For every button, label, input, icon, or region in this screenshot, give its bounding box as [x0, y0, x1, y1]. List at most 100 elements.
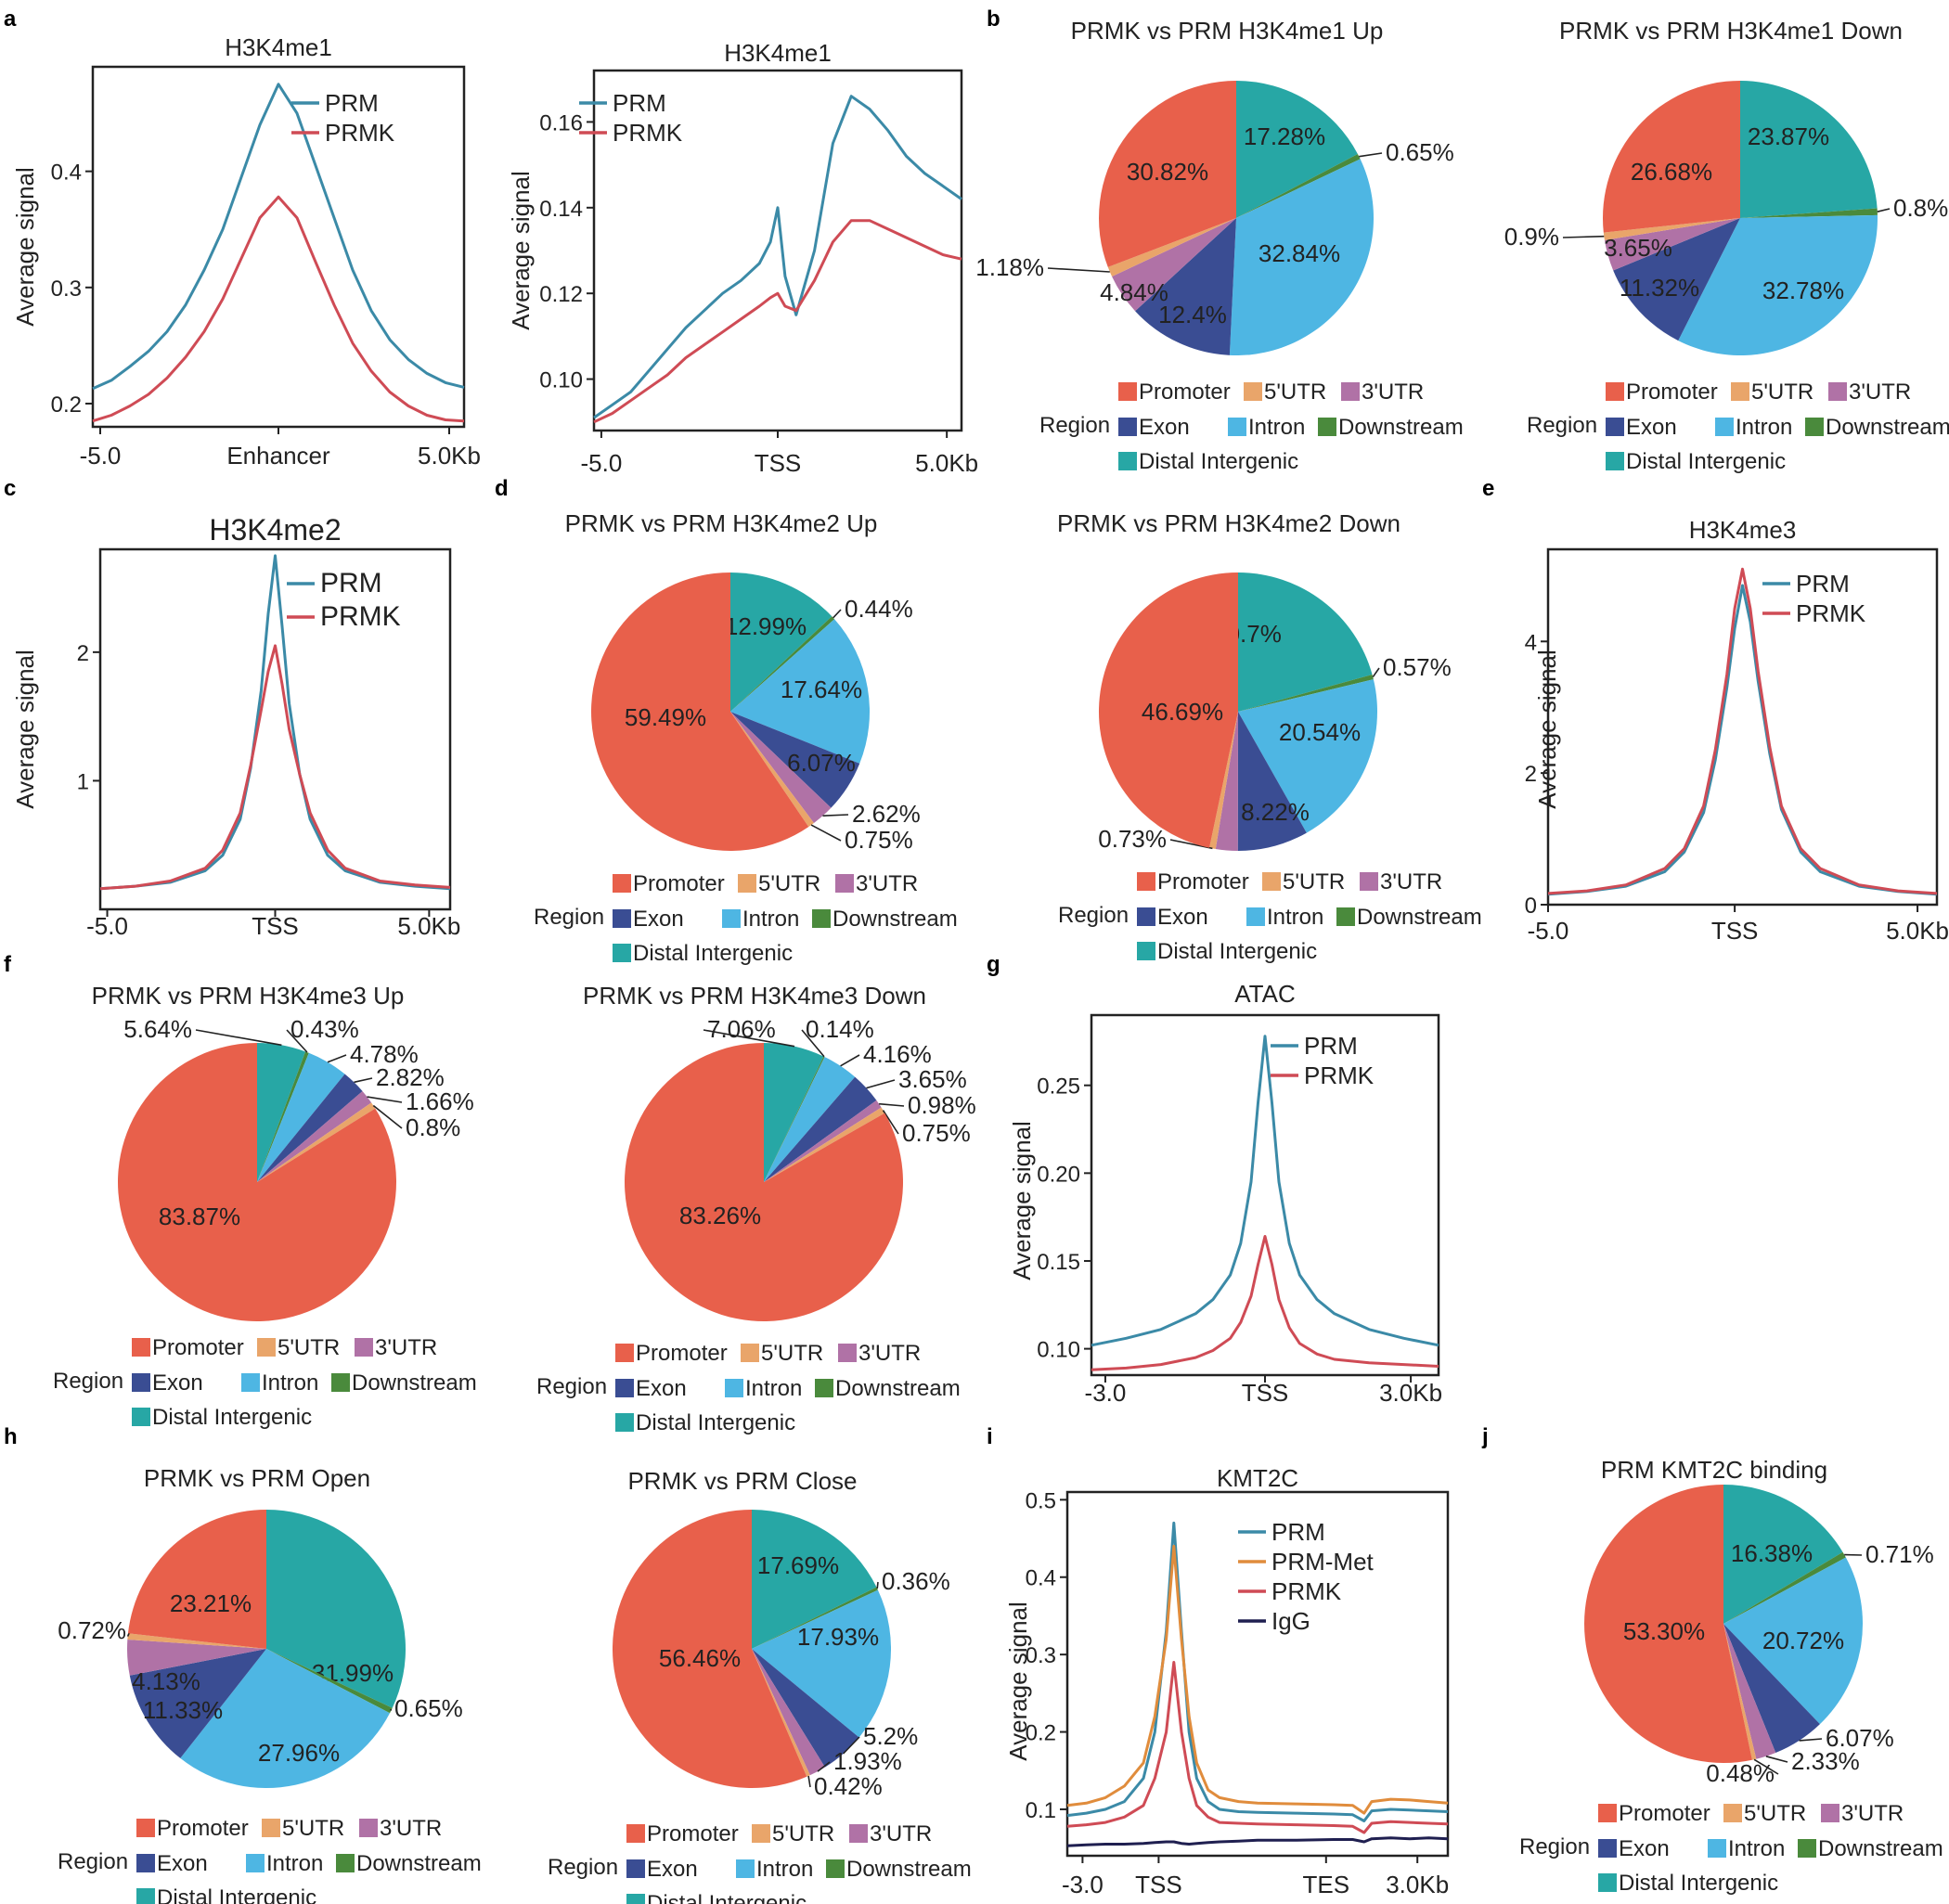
y-tick-label: 0.4 — [1026, 1566, 1056, 1591]
pie-slice-exon — [752, 1649, 859, 1768]
slice-label: 0.57% — [1383, 653, 1452, 681]
legend-title: Region — [1519, 1834, 1590, 1859]
slice-label: 11.33% — [143, 1696, 223, 1724]
y-tick-label: 0.20 — [1037, 1162, 1080, 1187]
slice-label: 0.8% — [406, 1113, 460, 1141]
slice-label: 32.78% — [1762, 277, 1844, 304]
legend-swatch-intron — [1715, 418, 1734, 436]
legend-swatch-distal-intergenic — [136, 1888, 155, 1904]
panel-letter-j: j — [1481, 1424, 1489, 1449]
x-tick-label: 3.0Kb — [1386, 1871, 1449, 1898]
pie-slice-exon — [1135, 218, 1236, 355]
pie-slice-promoter — [625, 1043, 904, 1321]
pie-slice-3-utr — [1723, 1624, 1776, 1759]
legend-label: Exon — [633, 907, 684, 932]
chart-title: H3K4me1 — [724, 39, 832, 67]
legend-title: Region — [58, 1849, 128, 1874]
slice-leader-line — [801, 1029, 825, 1058]
slice-label: 23.21% — [170, 1589, 252, 1617]
legend-label: Intron — [742, 907, 799, 932]
pie-chart-b1: PRMK vs PRM H3K4me1 Up 17.28% 0.65% 32.84% 1… — [975, 17, 1463, 474]
legend-label: Intron — [1736, 415, 1792, 440]
legend-swatch-intron — [725, 1379, 743, 1397]
pie-slice-3-utr — [1215, 712, 1238, 851]
slice-leader-line — [822, 814, 849, 817]
pie-slice-intron — [257, 1052, 345, 1182]
slice-label: 4.13% — [132, 1667, 200, 1695]
legend-swatch-distal-intergenic — [1606, 452, 1624, 470]
slice-label: 2.33% — [1791, 1747, 1860, 1775]
slice-label: 0.9% — [1504, 223, 1559, 251]
pie-slice-3-utr — [1112, 218, 1236, 312]
slice-label: 56.46% — [659, 1644, 741, 1672]
chart-title: PRMK vs PRM H3K4me2 Down — [1057, 509, 1400, 537]
slice-label: 32.84% — [1258, 239, 1340, 267]
x-tick-label: -5.0 — [86, 912, 128, 940]
legend-label: Downstream — [1338, 415, 1464, 440]
pie-slice-promoter — [1584, 1485, 1752, 1763]
slice-leader-line — [807, 1775, 811, 1788]
legend-swatch-downstream — [1336, 907, 1355, 926]
legend-swatch-downstream — [815, 1379, 833, 1397]
pie-slice-distal-intergenic — [1236, 81, 1358, 218]
pie-slice-distal-intergenic — [257, 1043, 306, 1182]
pie-slice-promoter — [1602, 81, 1740, 233]
legend-swatch-distal-intergenic — [1118, 452, 1137, 470]
slice-label: 83.26% — [679, 1202, 761, 1229]
legend-label: Distal Intergenic — [636, 1410, 795, 1435]
x-tick-label: TSS — [252, 912, 299, 940]
legend-swatch-intron — [1228, 418, 1246, 436]
legend-swatch-5-utr — [257, 1338, 276, 1357]
slice-label: 3.65% — [898, 1065, 967, 1093]
series-line-prm — [1091, 1035, 1439, 1347]
slice-label: 0.42% — [814, 1772, 883, 1800]
series-line-prmk — [1091, 1235, 1439, 1371]
pie-slice-5-utr — [1209, 712, 1238, 850]
pie-slice-3-utr — [1604, 218, 1740, 271]
series-line-prm — [99, 554, 451, 891]
legend-label: Distal Intergenic — [1626, 449, 1786, 474]
slice-leader-line — [1765, 1756, 1788, 1763]
pie-slice-exon — [129, 1649, 266, 1758]
legend-label: Promoter — [157, 1816, 249, 1841]
pie-slice-3-utr — [730, 712, 832, 824]
pie-slice-distal-intergenic — [764, 1043, 824, 1182]
slice-leader-line — [372, 1104, 403, 1129]
slice-leader-line — [840, 1054, 860, 1067]
panel-letter-e: e — [1482, 476, 1494, 501]
slice-label: 0.65% — [394, 1694, 463, 1722]
slice-leader-line — [879, 1102, 905, 1107]
legend-label: Downstream — [833, 907, 958, 932]
legend-swatch-distal-intergenic — [613, 944, 631, 962]
series-line-prmk — [1066, 1661, 1449, 1834]
slice-label: 0.44% — [845, 595, 913, 623]
pie-slice-distal-intergenic — [730, 572, 833, 712]
legend-label: PRM — [325, 89, 379, 117]
legend-label: IgG — [1271, 1607, 1310, 1635]
legend-label: Promoter — [1139, 380, 1231, 405]
legend-swatch-5-utr — [1731, 382, 1749, 401]
slice-label: 0.75% — [902, 1119, 971, 1147]
legend-label: 5'UTR — [278, 1335, 340, 1360]
pie-slice-downstream — [752, 1587, 878, 1649]
slice-label: 1.93% — [833, 1747, 902, 1775]
legend-swatch-promoter — [626, 1824, 645, 1843]
slice-label: 12.99% — [725, 612, 807, 640]
panel-letter-d: d — [495, 476, 509, 501]
pie-slice-exon — [764, 1076, 877, 1182]
y-axis-label: Average signal — [1533, 650, 1561, 809]
legend-label: PRM — [1271, 1518, 1325, 1546]
pie-chart-b2: PRMK vs PRM H3K4me1 Down 23.87% 0.8% 32.78%… — [1504, 17, 1949, 474]
y-tick-label: 0 — [1525, 894, 1537, 919]
legend-swatch-promoter — [1598, 1804, 1617, 1822]
y-tick-label: 4 — [1525, 630, 1537, 655]
slice-leader-line — [1877, 208, 1891, 212]
panel-letter-f: f — [4, 952, 12, 977]
plot-frame — [1090, 1013, 1440, 1377]
legend-label: Intron — [745, 1376, 802, 1401]
legend-swatch-distal-intergenic — [615, 1413, 634, 1432]
slice-label: 0.71% — [1865, 1540, 1934, 1568]
legend-title: Region — [536, 1374, 607, 1399]
x-tick-label: -5.0 — [80, 442, 122, 470]
legend-swatch-3-utr — [1828, 382, 1847, 401]
